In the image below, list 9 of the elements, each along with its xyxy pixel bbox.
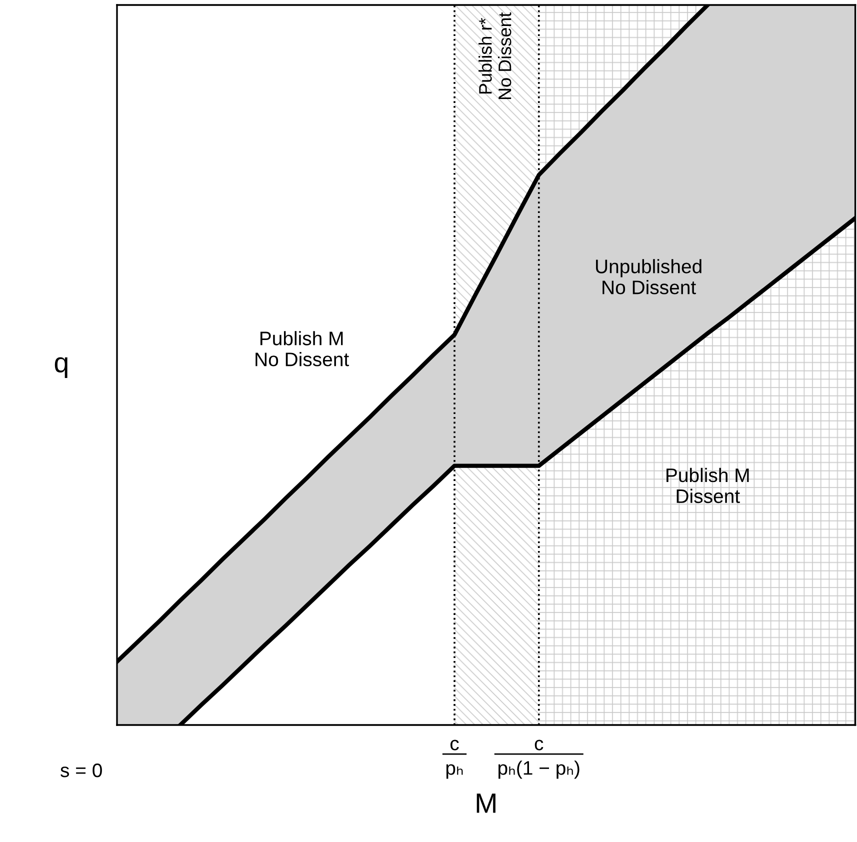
annotation: Publish M Dissent: [666, 468, 749, 504]
x-tick-label: c pₕ(1 − pₕ): [498, 740, 580, 779]
band-label: Publish r* No Dissent: [478, 12, 512, 100]
x-axis-title: M: [476, 794, 496, 813]
text: s = 0: [60, 763, 102, 778]
annotation: Publish M No Dissent: [256, 331, 349, 366]
x-tick-label: c pₕ: [446, 740, 463, 779]
y-axis-title: q: [54, 357, 68, 378]
annotation: Unpublished No Dissent: [596, 259, 702, 294]
